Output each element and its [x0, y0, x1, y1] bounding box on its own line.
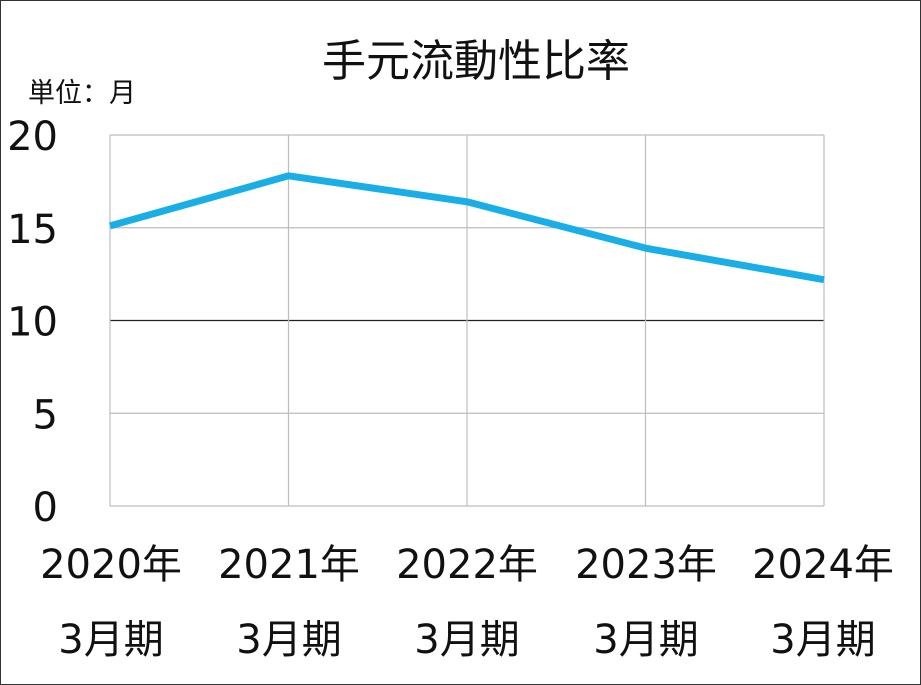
x-tick-label-period: 3月期 — [593, 617, 698, 663]
grid — [109, 134, 825, 507]
x-tick-label-year: 2024年 — [752, 542, 894, 588]
x-tick-label-period: 3月期 — [236, 617, 341, 663]
x-tick-label-year: 2022年 — [396, 542, 538, 588]
x-tick-label-year: 2021年 — [218, 542, 360, 588]
x-axis-ticks: 2020年 3月期 2021年 3月期 2022年 3月期 2023年 3月期 2024年 3月期 — [40, 542, 894, 663]
x-tick-label-period: 3月期 — [414, 617, 519, 663]
unit-label: 単位：月 — [28, 78, 136, 109]
chart-title: 手元流動性比率 — [322, 36, 630, 87]
x-tick-label-period: 3月期 — [58, 617, 163, 663]
y-tick-label: 0 — [33, 485, 58, 531]
y-tick-label: 10 — [7, 300, 58, 346]
y-tick-label: 15 — [7, 207, 58, 253]
x-tick-label-year: 2020年 — [40, 542, 182, 588]
x-tick-label-period: 3月期 — [770, 617, 875, 663]
x-tick-label-year: 2023年 — [575, 542, 717, 588]
y-tick-label: 5 — [33, 392, 58, 438]
y-axis-ticks: 0 5 10 15 20 — [7, 114, 58, 531]
y-tick-label: 20 — [7, 114, 58, 160]
series-layer — [109, 172, 825, 284]
